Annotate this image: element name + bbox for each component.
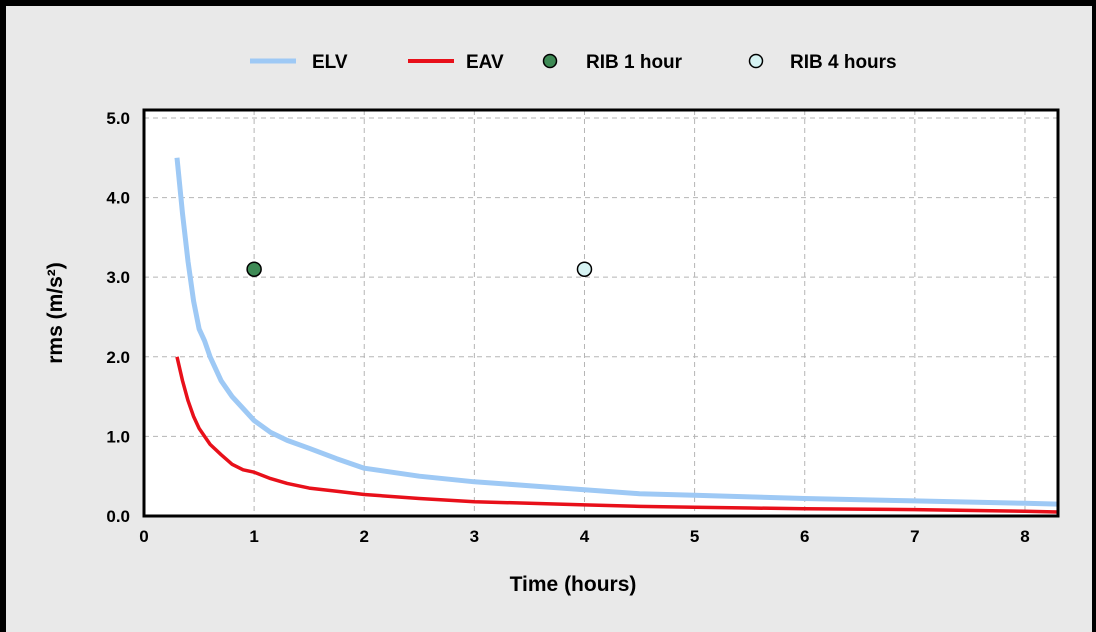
x-tick-label: 6 bbox=[800, 527, 809, 546]
data-point-rib-4-hours bbox=[576, 261, 593, 277]
chart-svg: ELV EAV RIB 1 hour RIB 4 hours 0 1 2 3 4 5 6 7 8 0.0… bbox=[44, 52, 1060, 596]
series-layer bbox=[174, 157, 1059, 514]
x-tick-label: 7 bbox=[910, 527, 919, 546]
y-tick-label: 5.0 bbox=[106, 109, 130, 128]
x-tick-label: 2 bbox=[360, 527, 369, 546]
y-tick-label: 4.0 bbox=[106, 189, 130, 208]
tick-labels: 0 1 2 3 4 5 6 7 8 0.0 1.0 2.0 3.0 4.0 5.0 bbox=[106, 109, 1029, 546]
chart-frame: ELV EAV RIB 1 hour RIB 4 hours 0 1 2 3 4 5 6 7 8 0.0… bbox=[6, 6, 1092, 632]
legend-label-rib-4-hours: RIB 4 hours bbox=[790, 52, 897, 73]
x-tick-label: 4 bbox=[580, 527, 590, 546]
y-axis-title: rms (m/s²) bbox=[44, 262, 67, 364]
x-axis-title: Time (hours) bbox=[510, 573, 637, 596]
x-tick-label: 8 bbox=[1020, 527, 1029, 546]
data-point-rib-1-hour bbox=[246, 261, 262, 277]
legend-label-eav: EAV bbox=[466, 52, 504, 73]
x-tick-label: 3 bbox=[470, 527, 479, 546]
grid bbox=[144, 110, 1058, 516]
legend-marker-rib-4-hours bbox=[748, 53, 764, 69]
plot-area bbox=[144, 110, 1058, 516]
legend-label-rib-1-hour: RIB 1 hour bbox=[586, 52, 683, 73]
y-tick-label: 0.0 bbox=[106, 507, 130, 526]
legend-label-elv: ELV bbox=[312, 52, 348, 73]
series-line-elv bbox=[174, 157, 1059, 507]
x-tick-label: 0 bbox=[139, 527, 148, 546]
y-tick-label: 2.0 bbox=[106, 348, 130, 367]
x-tick-label: 5 bbox=[690, 527, 699, 546]
y-tick-label: 1.0 bbox=[106, 427, 130, 446]
legend-marker-rib-1-hour bbox=[542, 53, 558, 69]
series-line-eav bbox=[175, 356, 1059, 514]
plot-border bbox=[142, 108, 1060, 518]
legend: ELV EAV RIB 1 hour RIB 4 hours bbox=[250, 52, 897, 73]
x-tick-label: 1 bbox=[249, 527, 258, 546]
y-tick-label: 3.0 bbox=[106, 268, 130, 287]
